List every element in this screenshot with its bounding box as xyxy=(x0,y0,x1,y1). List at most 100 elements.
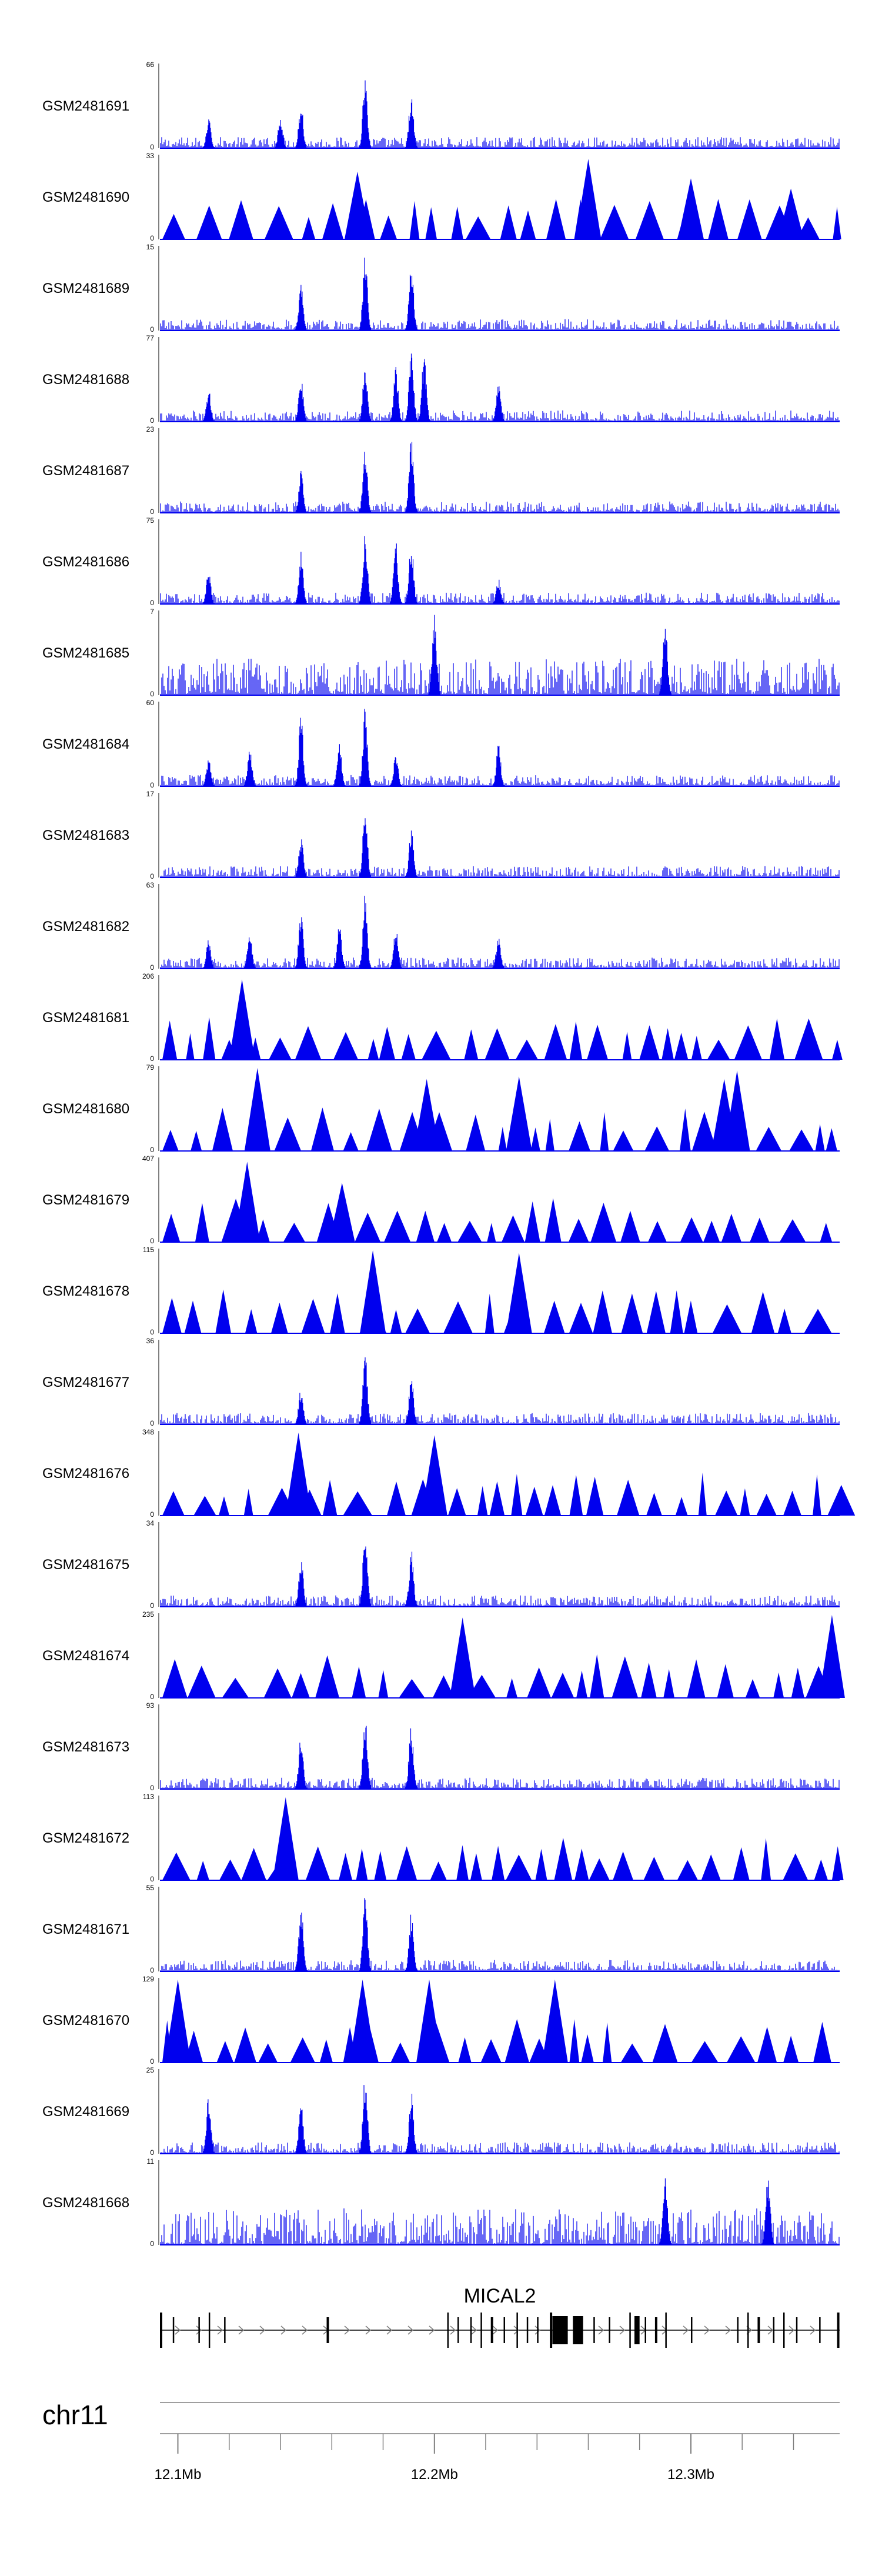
track-ymax: 15 xyxy=(146,243,155,251)
track-label: GSM2481670 xyxy=(42,2013,129,2028)
track-label: GSM2481681 xyxy=(42,1010,129,1026)
track-ymin: 0 xyxy=(150,1510,154,1519)
track-GSM2481681: GSM2481681 206 0 xyxy=(42,972,843,1063)
track-signal xyxy=(160,818,840,877)
track-ymin: 0 xyxy=(150,2148,154,2157)
track-label: GSM2481675 xyxy=(42,1557,129,1573)
strand-chevron xyxy=(429,2325,435,2335)
track-ymax: 34 xyxy=(146,1519,155,1527)
track-signal xyxy=(160,615,840,695)
track-GSM2481673: GSM2481673 93 0 xyxy=(42,1701,840,1792)
gene-exon xyxy=(796,2317,798,2343)
strand-chevron xyxy=(683,2325,689,2335)
track-ymin: 0 xyxy=(150,1966,154,1974)
gene-exon xyxy=(629,2313,631,2348)
track-label: GSM2481669 xyxy=(42,2104,129,2120)
track-label: GSM2481688 xyxy=(42,372,129,388)
track-label: GSM2481682 xyxy=(42,919,129,935)
gene-exon xyxy=(644,2317,646,2343)
strand-chevron xyxy=(450,2325,456,2335)
track-label: GSM2481677 xyxy=(42,1374,129,1390)
track-ymin: 0 xyxy=(150,1237,154,1245)
track-ymax: 66 xyxy=(146,61,155,69)
track-ymax: 36 xyxy=(146,1337,155,1345)
track-label: GSM2481689 xyxy=(42,281,129,296)
track-signal xyxy=(160,2178,840,2245)
gene-exon xyxy=(208,2313,211,2348)
track-GSM2481669: GSM2481669 25 0 xyxy=(42,2066,840,2157)
strand-chevron xyxy=(704,2325,710,2335)
track-ymin: 0 xyxy=(150,325,154,333)
track-signal xyxy=(162,1979,831,2063)
track-signal xyxy=(160,258,840,331)
gene-exon xyxy=(691,2317,693,2343)
gene-label: MICAL2 xyxy=(464,2285,536,2307)
track-signal xyxy=(160,353,840,422)
track-signal xyxy=(160,2085,840,2154)
track-ymax: 235 xyxy=(142,1610,154,1619)
track-ymin: 0 xyxy=(150,1055,154,1063)
track-signal xyxy=(160,536,840,604)
track-GSM2481675: GSM2481675 34 0 xyxy=(42,1519,840,1610)
track-label: GSM2481672 xyxy=(42,1830,129,1846)
track-label: GSM2481668 xyxy=(42,2195,129,2211)
chromosome-label: chr11 xyxy=(42,2400,108,2430)
chromosome-axis: chr11 12.1Mb 12.2Mb 12.3Mb xyxy=(42,2400,840,2482)
track-ymin: 0 xyxy=(150,1419,154,1427)
axis-tick-label: 12.2Mb xyxy=(411,2467,458,2482)
strand-chevron xyxy=(280,2325,287,2335)
track-GSM2481680: GSM2481680 79 0 xyxy=(42,1063,840,1154)
gene-exon xyxy=(516,2313,518,2348)
track-signal xyxy=(162,979,843,1060)
track-ymin: 0 xyxy=(150,234,154,242)
strand-chevron xyxy=(238,2325,245,2335)
track-GSM2481670: GSM2481670 129 0 xyxy=(42,1975,840,2066)
track-GSM2481677: GSM2481677 36 0 xyxy=(42,1337,840,1427)
track-ymax: 33 xyxy=(146,152,155,160)
track-label: GSM2481679 xyxy=(42,1192,129,1208)
track-ymax: 77 xyxy=(146,334,155,342)
track-ymin: 0 xyxy=(150,1693,154,1701)
track-label: GSM2481676 xyxy=(42,1466,129,1481)
track-ymax: 60 xyxy=(146,699,155,707)
gene-exon xyxy=(819,2317,821,2343)
track-ymin: 0 xyxy=(150,1875,154,1883)
strand-chevron xyxy=(789,2325,795,2335)
gene-exon xyxy=(526,2317,529,2343)
track-ymin: 0 xyxy=(150,599,154,607)
gene-exon xyxy=(447,2313,449,2348)
track-GSM2481674: GSM2481674 235 0 xyxy=(42,1610,845,1701)
strand-chevron xyxy=(217,2325,223,2335)
track-GSM2481676: GSM2481676 348 0 xyxy=(42,1428,856,1519)
track-signal xyxy=(162,1250,832,1333)
strand-chevron xyxy=(344,2325,350,2335)
track-GSM2481672: GSM2481672 113 0 xyxy=(42,1793,844,1883)
track-ymax: 23 xyxy=(146,425,155,433)
strand-chevron xyxy=(534,2325,541,2335)
track-label: GSM2481684 xyxy=(42,736,129,752)
track-signal xyxy=(160,442,840,513)
gene-exon xyxy=(747,2313,749,2348)
track-GSM2481690: GSM2481690 33 0 xyxy=(42,152,841,242)
axis-tick-label: 12.3Mb xyxy=(667,2467,714,2482)
gene-exon xyxy=(480,2313,482,2348)
track-label: GSM2481683 xyxy=(42,827,129,843)
track-ymin: 0 xyxy=(150,2240,154,2248)
strand-chevron xyxy=(492,2325,499,2335)
track-GSM2481671: GSM2481671 55 0 xyxy=(42,1884,840,1974)
gene-exon xyxy=(665,2313,667,2348)
track-GSM2481678: GSM2481678 115 0 xyxy=(42,1246,840,1336)
strand-chevron xyxy=(725,2325,731,2335)
track-label: GSM2481687 xyxy=(42,463,129,479)
track-ymin: 0 xyxy=(150,1784,154,1792)
axis-tick-label: 12.1Mb xyxy=(154,2467,201,2482)
strand-chevron xyxy=(302,2325,308,2335)
strand-chevron xyxy=(598,2325,604,2335)
track-ymax: 129 xyxy=(142,1975,154,1983)
track-GSM2481684: GSM2481684 60 0 xyxy=(42,699,840,789)
track-label: GSM2481691 xyxy=(42,98,129,114)
track-ymax: 79 xyxy=(146,1063,155,1072)
strand-chevron xyxy=(513,2325,520,2335)
track-GSM2481689: GSM2481689 15 0 xyxy=(42,243,840,333)
track-ymax: 93 xyxy=(146,1701,155,1710)
